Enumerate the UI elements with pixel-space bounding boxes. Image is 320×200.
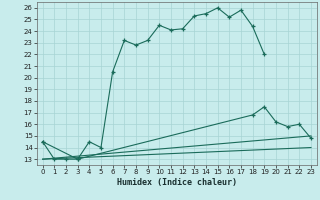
X-axis label: Humidex (Indice chaleur): Humidex (Indice chaleur) bbox=[117, 178, 237, 187]
